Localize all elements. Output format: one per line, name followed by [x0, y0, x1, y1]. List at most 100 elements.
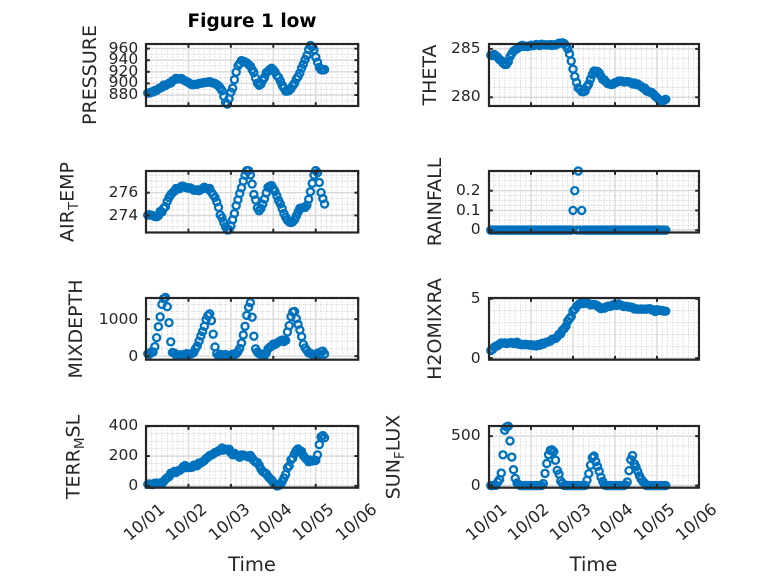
data-marker	[550, 455, 560, 465]
data-marker	[213, 202, 224, 213]
data-points-terr_msl	[143, 430, 330, 491]
minor-grid-theta	[489, 44, 699, 106]
subplot-mixdepth	[143, 293, 360, 362]
data-marker	[245, 298, 256, 308]
x-tick-label: 10/04	[587, 499, 637, 545]
x-axis-label-right: Time	[569, 553, 618, 576]
y-tick-label-mixdepth: 0	[128, 346, 139, 365]
y-axis-label-air_temp: AIRTEMP	[55, 161, 82, 242]
y-tick-label-air_temp: 274	[108, 205, 139, 224]
data-marker	[320, 349, 330, 359]
subplot-terr_msl	[143, 424, 360, 491]
y-axis-label-terr_msl: TERRMSL	[62, 414, 88, 499]
x-axis-label-left: Time	[228, 553, 276, 576]
data-marker	[627, 450, 637, 461]
data-marker	[590, 456, 601, 467]
data-marker	[196, 331, 206, 341]
data-marker	[229, 208, 240, 219]
data-marker	[304, 194, 314, 205]
data-marker	[313, 168, 323, 178]
data-marker	[198, 327, 208, 337]
axes-box-terr_msl	[145, 424, 360, 489]
data-marker	[314, 177, 325, 188]
x-tick-label: 10/01	[119, 499, 169, 545]
y-tick-label-pressure: 960	[108, 38, 139, 57]
data-points-pressure	[143, 40, 330, 109]
data-marker	[660, 225, 671, 235]
x-tick-label: 10/02	[503, 499, 553, 545]
axes-box-air_temp	[145, 169, 360, 234]
axes-box-h2omixra	[487, 297, 700, 362]
data-marker	[217, 213, 227, 223]
data-marker	[504, 436, 515, 446]
data-marker	[508, 464, 518, 475]
data-points-air_temp	[143, 165, 330, 235]
y-tick-label-terr_msl: 0	[128, 476, 139, 495]
data-marker	[160, 201, 171, 212]
y-tick-label-h2omixra: 5	[470, 289, 481, 308]
data-points-rainfall	[485, 166, 671, 235]
data-marker	[566, 56, 576, 66]
data-marker	[546, 445, 557, 455]
data-marker	[585, 74, 595, 84]
y-tick-label-terr_msl: 400	[108, 416, 139, 435]
y-axis-label-sun_flux: SUNFLUX	[382, 414, 408, 500]
y-tick-label-pressure: 920	[108, 61, 139, 80]
y-axis-label-pressure: PRESSURE	[78, 24, 101, 125]
y-tick-label-terr_msl: 200	[108, 446, 139, 465]
y-tick-label-air_temp: 276	[108, 182, 139, 201]
data-marker	[312, 450, 323, 460]
data-marker	[314, 439, 325, 450]
y-tick-label-pressure: 900	[108, 73, 139, 92]
axes-box-mixdepth	[145, 297, 360, 362]
data-marker	[566, 225, 576, 235]
data-marker	[622, 477, 632, 487]
data-marker	[541, 458, 552, 469]
data-marker	[548, 446, 559, 457]
data-marker	[148, 347, 158, 357]
data-marker	[497, 450, 508, 460]
data-marker	[506, 452, 517, 462]
data-marker	[164, 318, 174, 328]
data-marker	[258, 199, 268, 209]
data-marker	[275, 199, 286, 209]
data-marker	[153, 322, 164, 332]
data-marker	[576, 205, 587, 216]
y-tick-label-mixdepth: 1000	[98, 309, 139, 328]
y-axis-label-rainfall: RAINFALL	[424, 157, 446, 247]
data-marker	[281, 336, 291, 346]
data-marker	[152, 333, 162, 343]
y-tick-label-rainfall: 0.2	[455, 180, 481, 199]
data-marker	[320, 199, 330, 209]
data-marker	[284, 321, 295, 331]
data-marker	[194, 336, 204, 347]
y-tick-label-pressure: 940	[108, 50, 139, 69]
data-marker	[162, 302, 173, 312]
data-marker	[229, 74, 240, 85]
data-marker	[630, 462, 641, 472]
figure-title: Figure 1 low	[187, 11, 317, 32]
data-marker	[320, 432, 330, 443]
y-tick-label-sun_flux: 500	[451, 426, 481, 445]
data-marker	[660, 94, 671, 104]
data-marker	[592, 461, 602, 471]
data-marker	[249, 331, 259, 342]
data-marker	[539, 468, 550, 478]
data-marker	[569, 186, 580, 196]
y-tick-label-rainfall: 0.1	[455, 200, 481, 219]
data-points-mixdepth	[143, 293, 330, 361]
subplot-sun_flux	[485, 421, 700, 491]
data-marker	[192, 341, 203, 351]
data-marker	[320, 64, 330, 74]
x-tick-label: 10/01	[461, 499, 511, 545]
subplot-h2omixra	[485, 297, 700, 362]
data-marker	[496, 468, 506, 478]
data-marker	[660, 306, 671, 317]
y-tick-label-pressure: 880	[108, 85, 139, 104]
data-marker	[166, 337, 176, 347]
y-tick-label-theta: 280	[451, 87, 481, 106]
axes-box-pressure	[145, 42, 360, 107]
data-marker	[623, 465, 634, 476]
data-marker	[242, 310, 252, 321]
